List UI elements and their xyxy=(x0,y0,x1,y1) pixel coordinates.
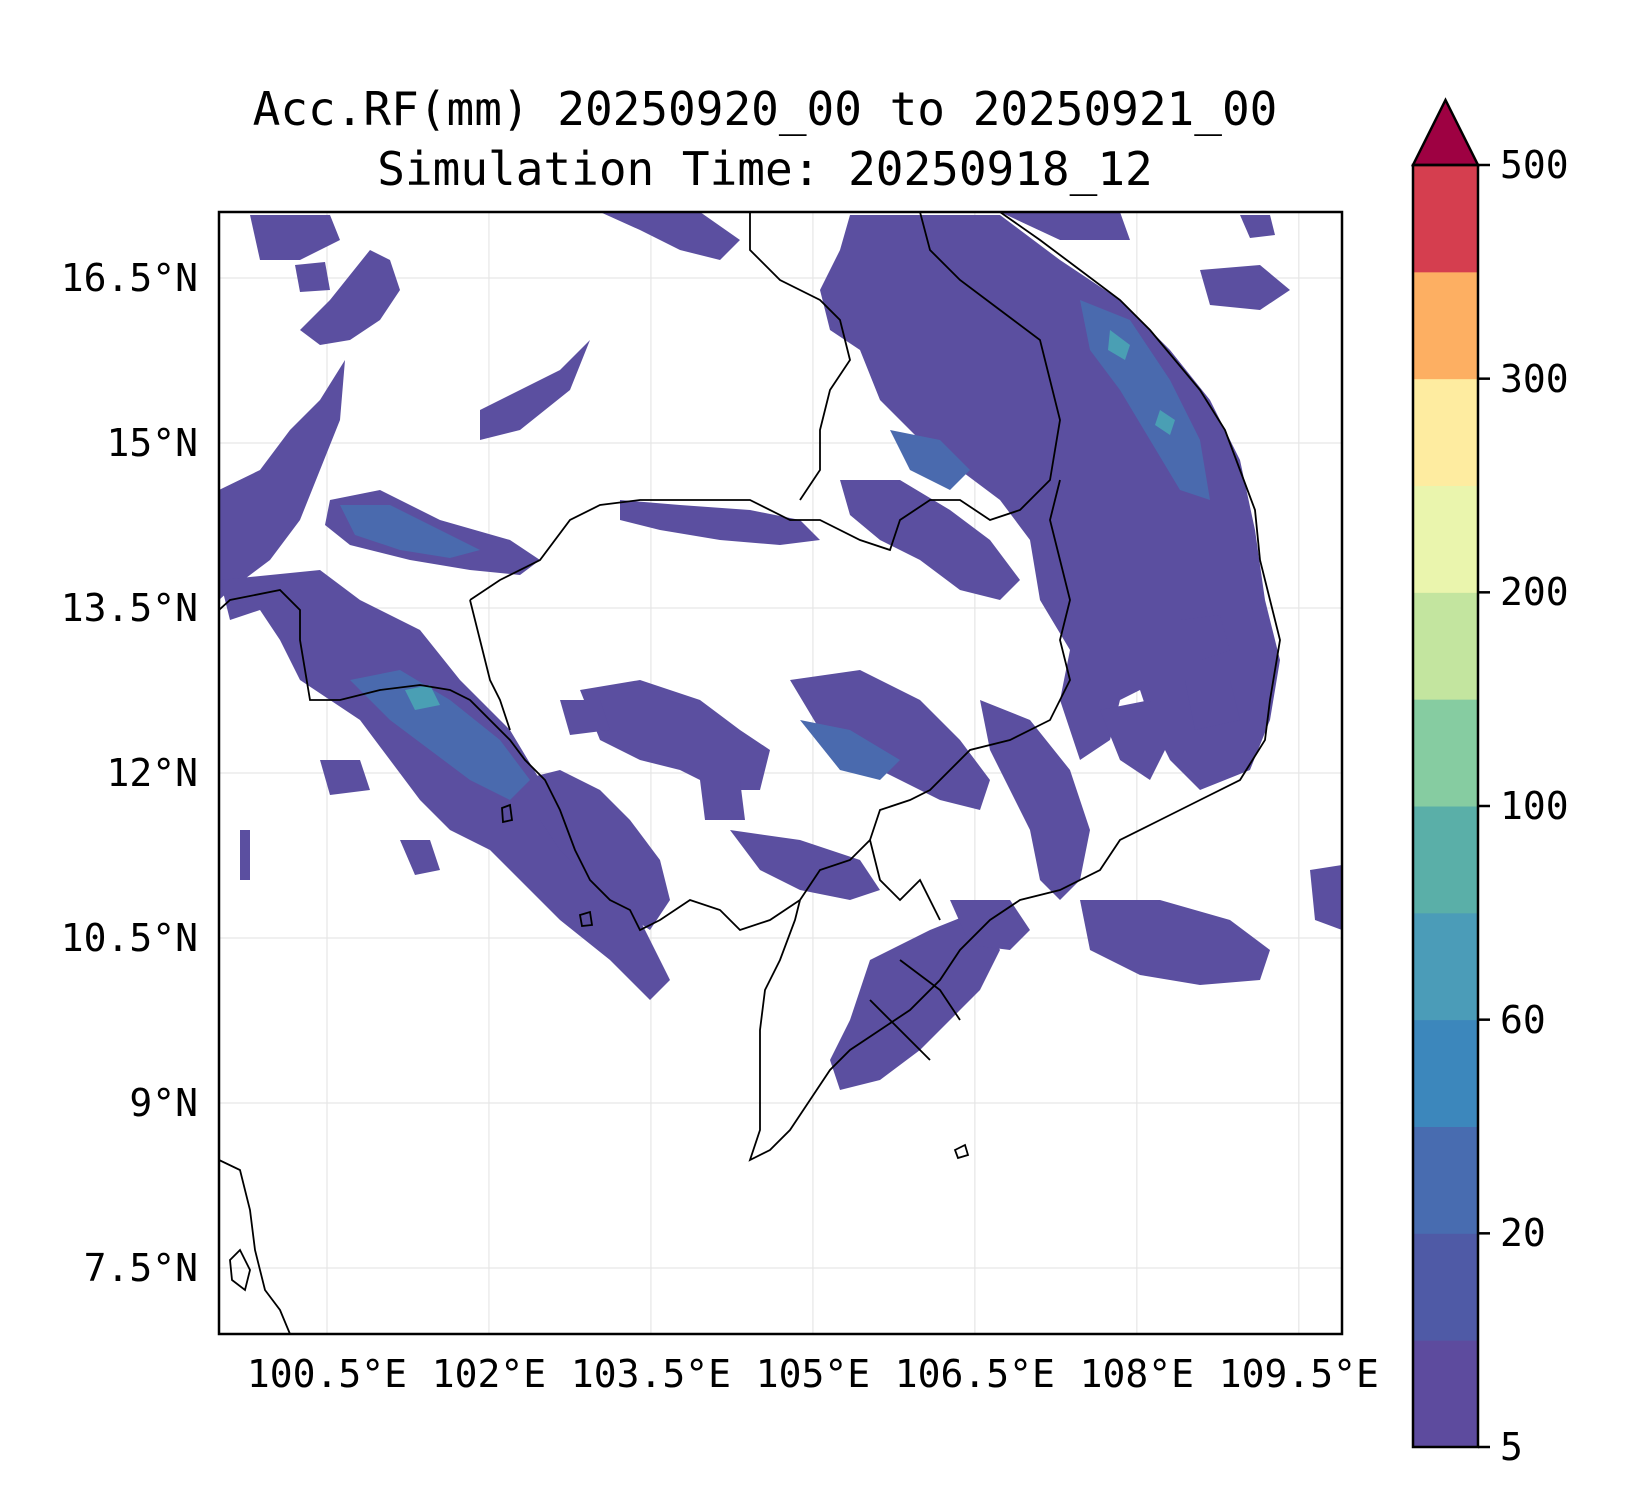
colorbar-segment xyxy=(1413,378,1478,486)
rain-region xyxy=(580,680,770,790)
border xyxy=(469,599,511,731)
border xyxy=(469,212,1061,601)
colorbar-segment xyxy=(1413,592,1478,700)
lat-tick-label: 7.5°N xyxy=(83,1246,198,1290)
colorbar-segment xyxy=(1413,699,1478,807)
rain-region-20mm xyxy=(800,720,900,780)
rain-region xyxy=(1240,215,1275,238)
rain-region xyxy=(600,212,740,260)
lon-tick-label: 106.5°E xyxy=(894,1352,1055,1396)
coastline xyxy=(748,212,1281,1162)
rain-region xyxy=(1180,615,1230,660)
figure-title: Acc.RF(mm) 20250920_00 to 20250921_00 xyxy=(252,82,1278,136)
colorbar-tick-label: 60 xyxy=(1500,997,1546,1042)
colorbar-segment xyxy=(1413,1340,1478,1448)
rain-region xyxy=(1185,680,1240,730)
coastlines-and-borders xyxy=(219,212,1281,1334)
coastline xyxy=(219,1159,291,1334)
rain-region xyxy=(1100,700,1170,780)
border xyxy=(869,479,1071,921)
colorbar-segment xyxy=(1413,165,1478,273)
colorbar-tick-label: 100 xyxy=(1500,784,1569,828)
lat-tick-label: 13.5°N xyxy=(60,586,198,630)
colorbar-segment xyxy=(1413,1019,1478,1127)
rain-region-20mm xyxy=(340,505,480,558)
rain-region xyxy=(620,500,820,545)
colorbar-tick-label: 500 xyxy=(1500,143,1569,187)
lon-tick-label: 100.5°E xyxy=(246,1352,408,1396)
colorbar-segment xyxy=(1413,912,1478,1021)
rain-region xyxy=(400,840,440,875)
rain-region xyxy=(730,830,880,900)
border xyxy=(749,212,851,501)
colorbar-extend-arrow xyxy=(1410,97,1481,167)
lat-tick-label: 15°N xyxy=(106,421,198,465)
rain-region xyxy=(295,262,330,292)
rainfall-contours xyxy=(219,212,1342,1090)
rain-region xyxy=(950,900,1030,950)
island xyxy=(953,1143,970,1160)
rain-region xyxy=(300,250,400,345)
rain-region xyxy=(219,360,345,600)
lat-tick-label: 16.5°N xyxy=(60,256,198,300)
lon-tick-label: 108°E xyxy=(1079,1352,1195,1396)
island xyxy=(578,910,594,927)
coastline xyxy=(229,1248,251,1292)
rain-region xyxy=(480,340,590,440)
lat-tick-label: 12°N xyxy=(106,751,198,795)
island xyxy=(501,803,514,824)
rain-region xyxy=(520,770,670,930)
colorbar-tick-label: 200 xyxy=(1500,570,1569,615)
rain-region-60mm xyxy=(405,685,440,710)
colorbar-tick-label: 5 xyxy=(1500,1425,1523,1469)
rain-region-20mm xyxy=(350,670,530,800)
rain-region xyxy=(320,760,370,795)
rain-region xyxy=(820,215,1280,790)
lat-tick-label: 9°N xyxy=(129,1081,198,1125)
lon-tick-label: 102°E xyxy=(431,1352,547,1396)
rain-region-20mm xyxy=(890,430,970,490)
rain-region xyxy=(1310,865,1342,930)
border xyxy=(799,839,871,901)
lat-tick-label: 10.5°N xyxy=(60,916,198,960)
colorbar-segment xyxy=(1413,1233,1478,1341)
rain-region xyxy=(700,780,745,820)
rain-region xyxy=(240,830,250,880)
lon-tick-label: 109.5°E xyxy=(1218,1352,1379,1396)
rain-region xyxy=(980,700,1090,900)
rain-region xyxy=(1000,212,1130,240)
figure-subtitle: Simulation Time: 20250918_12 xyxy=(377,142,1153,196)
colorbar-segment xyxy=(1413,1126,1478,1234)
colorbar-segment xyxy=(1413,806,1478,914)
rain-region xyxy=(560,700,610,735)
rain-region xyxy=(1200,265,1290,310)
colorbar-tick-label: 300 xyxy=(1500,356,1569,401)
rain-region-60mm xyxy=(1155,410,1175,435)
colorbar xyxy=(1410,97,1490,1449)
coastline xyxy=(219,589,801,932)
colorbar-segment xyxy=(1413,485,1478,593)
lon-tick-label: 105°E xyxy=(755,1352,871,1396)
colorbar-tick-label: 20 xyxy=(1500,1211,1546,1256)
rain-region xyxy=(1080,900,1270,985)
river xyxy=(869,999,931,1061)
river xyxy=(899,959,961,1021)
colorbar-segment xyxy=(1413,271,1478,380)
rain-region xyxy=(250,215,340,260)
map-frame xyxy=(217,210,1344,1336)
rain-region-60mm xyxy=(1108,330,1130,360)
rain-region xyxy=(790,670,990,810)
lon-tick-label: 103.5°E xyxy=(570,1352,731,1396)
rain-region xyxy=(220,570,670,1000)
rain-region xyxy=(840,480,1020,600)
